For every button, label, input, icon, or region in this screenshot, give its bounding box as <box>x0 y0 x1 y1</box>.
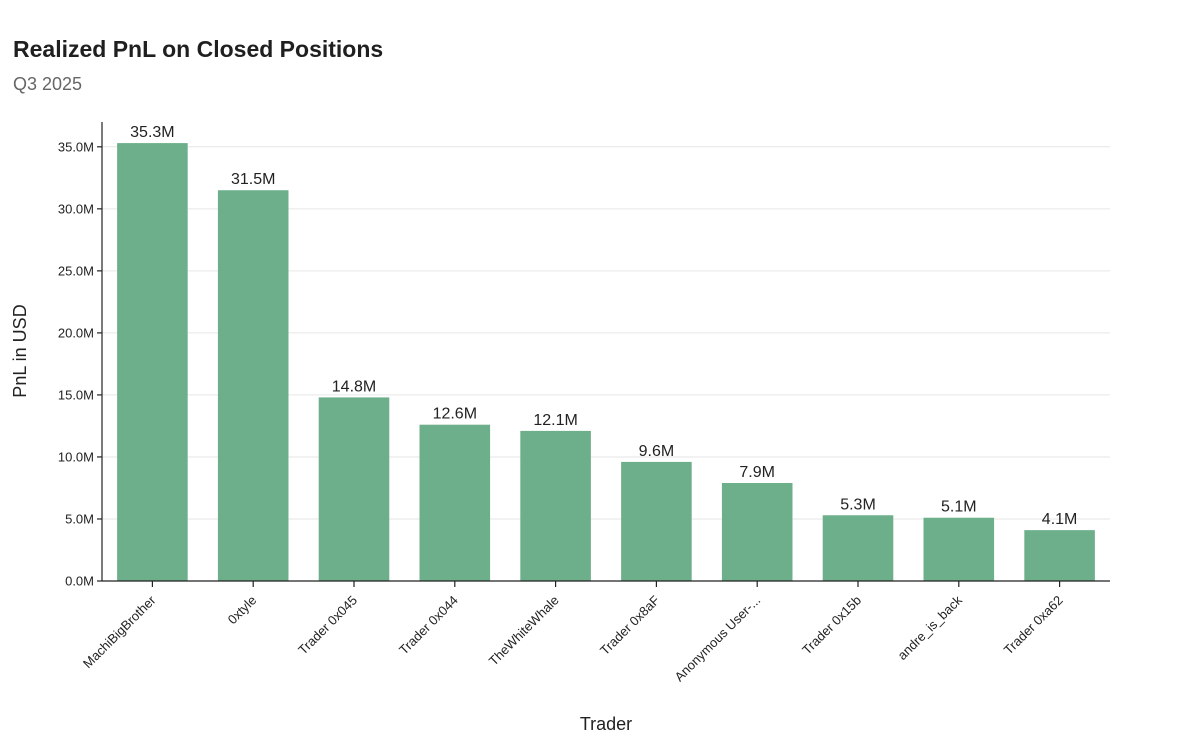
y-tick-label: 15.0M <box>58 387 94 402</box>
bar <box>520 430 591 581</box>
bar <box>1024 530 1095 581</box>
bar-value-label: 5.3M <box>840 496 876 513</box>
bars <box>117 143 1095 582</box>
bar <box>318 397 390 581</box>
x-axis-title: Trader <box>580 714 632 734</box>
x-ticks: MachiBigBrother 0xtyle Trader 0x045 Trader … <box>80 581 1066 684</box>
y-ticks: 0.0M 5.0M 10.0M 15.0M 20.0M 25.0M 30.0M 35.0M <box>58 139 102 589</box>
bar-value-label: 12.6M <box>433 406 477 423</box>
bar <box>822 515 894 581</box>
axes <box>101 122 1110 582</box>
x-tick-label: 0xtyle <box>225 593 260 628</box>
bar-value-label: 12.1M <box>533 412 577 429</box>
x-tick-label: TheWhiteWhale <box>486 593 562 669</box>
x-tick-label: MachiBigBrother <box>80 592 159 671</box>
chart-subtitle: Q3 2025 <box>13 74 83 94</box>
bar-value-label: 14.8M <box>332 378 376 395</box>
bar <box>117 143 188 582</box>
y-tick-label: 35.0M <box>58 139 94 154</box>
x-tick-label: Trader 0x15b <box>799 593 864 658</box>
y-axis-title: PnL in USD <box>10 304 30 397</box>
bar <box>621 461 692 581</box>
x-tick-label: Trader 0x044 <box>396 593 461 658</box>
y-tick-label: 25.0M <box>58 263 94 278</box>
x-tick-label: Trader 0x045 <box>295 593 360 658</box>
y-tick-label: 20.0M <box>58 325 94 340</box>
x-tick-label: andre_is_back <box>895 592 966 663</box>
y-tick-label: 10.0M <box>58 449 94 464</box>
bar-value-label: 9.6M <box>639 443 675 460</box>
x-tick-label: Trader 0x8aF <box>597 592 662 657</box>
bar <box>923 517 995 581</box>
bar-value-label: 35.3M <box>130 124 174 141</box>
x-tick-label: Anonymous User-... <box>671 593 763 685</box>
bar <box>721 482 793 581</box>
y-tick-label: 0.0M <box>65 574 94 589</box>
y-tick-label: 5.0M <box>65 511 94 526</box>
y-tick-label: 30.0M <box>58 201 94 216</box>
x-tick-label: Trader 0xa62 <box>1001 593 1066 658</box>
bar <box>217 190 289 581</box>
chart-title: Realized PnL on Closed Positions <box>13 36 384 62</box>
bar-value-label: 4.1M <box>1042 511 1078 528</box>
bar-value-label: 31.5M <box>231 171 275 188</box>
bar-value-label: 5.1M <box>941 499 977 516</box>
data-labels: 35.3M 31.5M 14.8M 12.6M 12.1M 9.6M 7.9M 5.3M 5.1… <box>130 124 1077 528</box>
bar-value-label: 7.9M <box>739 464 775 481</box>
bar <box>419 424 491 581</box>
